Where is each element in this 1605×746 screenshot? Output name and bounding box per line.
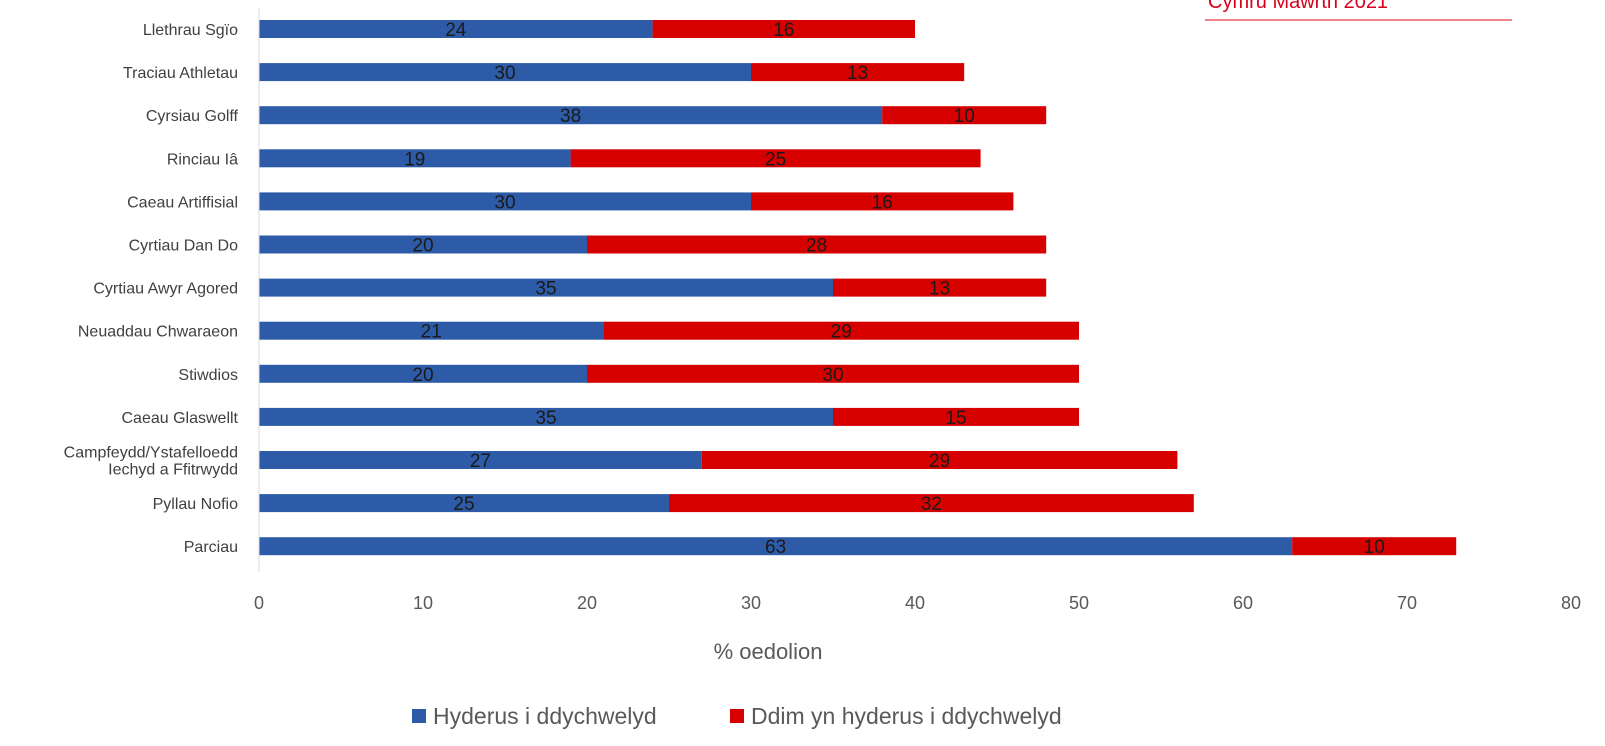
data-label: 13 bbox=[847, 63, 868, 84]
data-label: 25 bbox=[765, 149, 786, 170]
bar-confident-7 bbox=[259, 321, 604, 340]
x-tick-label: 0 bbox=[254, 593, 264, 613]
data-label: 10 bbox=[1364, 537, 1385, 558]
data-label: 15 bbox=[945, 408, 966, 429]
bar-confident-6 bbox=[259, 278, 833, 297]
category-label: Cyrtiau Dan Do bbox=[129, 238, 238, 255]
bar-confident-12 bbox=[259, 537, 1293, 556]
data-label: 30 bbox=[494, 192, 515, 213]
bar-confident-3 bbox=[259, 149, 571, 168]
category-label: Caeau Artiffisial bbox=[127, 194, 238, 211]
category-label: Traciau Athletau bbox=[123, 65, 238, 82]
data-label: 30 bbox=[822, 365, 843, 386]
data-label: 29 bbox=[831, 322, 852, 343]
bar-confident-8 bbox=[259, 364, 587, 383]
data-labels-layer: 24 16 30 13 38 10 19 25 30 16 20 28 35 13 21 29 20 30 35 15… bbox=[404, 20, 1385, 558]
x-tick-label: 30 bbox=[741, 593, 761, 613]
data-label: 10 bbox=[954, 106, 975, 127]
data-label: 29 bbox=[929, 451, 950, 472]
x-tick-labels: 0 10 20 30 40 50 60 70 80 bbox=[254, 593, 1581, 613]
bar-not-confident-3 bbox=[570, 149, 981, 168]
bar-not-confident-5 bbox=[587, 235, 1047, 254]
bar-not-confident-0 bbox=[652, 20, 915, 38]
data-label: 38 bbox=[560, 106, 581, 127]
data-label: 21 bbox=[421, 322, 442, 343]
x-tick-label: 60 bbox=[1233, 593, 1253, 613]
x-tick-label: 70 bbox=[1397, 593, 1417, 613]
data-label: 27 bbox=[470, 451, 491, 472]
bar-not-confident-1 bbox=[751, 63, 965, 82]
bar-not-confident-9 bbox=[833, 407, 1079, 426]
bar-not-confident-8 bbox=[587, 364, 1079, 383]
category-label: Campfeydd/Ystafelloedd Iechyd a Ffitrwydd bbox=[64, 445, 238, 479]
data-label: 24 bbox=[445, 20, 467, 41]
bar-not-confident-11 bbox=[669, 494, 1194, 513]
bar-confident-0 bbox=[259, 20, 653, 38]
category-label: Neuaddau Chwaraeon bbox=[78, 324, 238, 341]
legend-label: Ddim yn hyderus i ddychwelyd bbox=[751, 703, 1062, 729]
data-label: 20 bbox=[412, 236, 433, 257]
category-labels: Llethrau Sgïo Traciau Athletau Cyrsiau Gol… bbox=[64, 22, 239, 556]
category-label: Llethrau Sgïo bbox=[143, 22, 238, 39]
x-axis-title: % oedolion bbox=[714, 639, 823, 664]
bar-not-confident-12 bbox=[1292, 537, 1457, 556]
legend-swatch-not-confident bbox=[730, 709, 744, 723]
bar-confident-1 bbox=[259, 63, 751, 82]
data-label: 13 bbox=[929, 279, 950, 300]
bar-confident-5 bbox=[259, 235, 587, 254]
category-label: Stiwdios bbox=[178, 367, 238, 384]
data-label: 63 bbox=[765, 537, 786, 558]
data-label: 35 bbox=[535, 408, 556, 429]
x-tick-label: 10 bbox=[413, 593, 433, 613]
category-label: Caeau Glaswellt bbox=[122, 410, 239, 427]
data-label: 19 bbox=[404, 149, 425, 170]
bar-confident-2 bbox=[259, 106, 883, 125]
category-label: Rinciau Iâ bbox=[167, 151, 238, 168]
legend: Hyderus i ddychwelyd Ddim yn hyderus i dd… bbox=[412, 703, 1062, 729]
legend-swatch-confident bbox=[412, 709, 426, 723]
bar-not-confident-6 bbox=[833, 278, 1047, 297]
bar-confident-9 bbox=[259, 407, 833, 426]
chart-note: Cymru Mawrth 2021 bbox=[1205, 0, 1512, 21]
bar-not-confident-2 bbox=[882, 106, 1047, 125]
data-label: 35 bbox=[535, 279, 556, 300]
bar-confident-11 bbox=[259, 494, 669, 513]
category-label: Pyllau Nofio bbox=[153, 496, 238, 513]
category-label: Cyrsiau Golff bbox=[146, 108, 239, 125]
data-label: 30 bbox=[494, 63, 515, 84]
data-label: 25 bbox=[453, 494, 474, 515]
data-label: 28 bbox=[806, 236, 827, 257]
bar-not-confident-10 bbox=[701, 451, 1178, 469]
note-text: Cymru Mawrth 2021 bbox=[1208, 0, 1388, 13]
legend-label: Hyderus i ddychwelyd bbox=[433, 703, 657, 729]
data-label: 20 bbox=[412, 365, 433, 386]
bar-not-confident-4 bbox=[751, 192, 1014, 211]
x-tick-label: 40 bbox=[905, 593, 925, 613]
bar-confident-10 bbox=[259, 451, 702, 469]
data-label: 32 bbox=[921, 494, 942, 515]
data-label: 16 bbox=[773, 20, 794, 41]
bars-layer bbox=[259, 20, 1457, 556]
category-label: Parciau bbox=[184, 539, 238, 556]
data-label: 16 bbox=[872, 192, 893, 213]
bar-confident-4 bbox=[259, 192, 751, 211]
x-tick-label: 50 bbox=[1069, 593, 1089, 613]
x-tick-label: 20 bbox=[577, 593, 597, 613]
x-tick-label: 80 bbox=[1561, 593, 1581, 613]
category-label: Cyrtiau Awyr Agored bbox=[93, 281, 238, 298]
bar-not-confident-7 bbox=[603, 321, 1079, 340]
